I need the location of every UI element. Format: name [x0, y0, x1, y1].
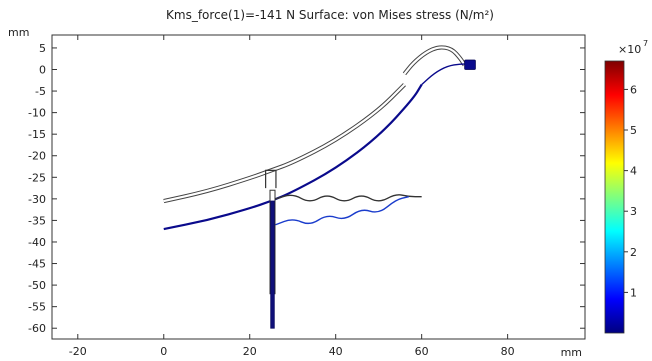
- x-tick-label: -20: [69, 345, 87, 358]
- coil-former: [265, 169, 277, 189]
- voice-coil-deformed: [270, 200, 275, 329]
- colorbar-multiplier: ×10: [618, 43, 641, 56]
- axis-ticks: -20 0 20 40 60 80 5 0 -5 -10 -15 -20 -25 -30 -35 -40 -45…: [28, 35, 585, 358]
- y-tick-label: 5: [39, 42, 46, 55]
- y-tick-label: -10: [28, 107, 46, 120]
- y-unit-label: mm: [8, 26, 29, 39]
- deformed-spider: [275, 196, 409, 226]
- colorbar-ramp: [604, 60, 625, 334]
- y-tick-label: -5: [35, 85, 46, 98]
- plot-frame: [51, 34, 586, 340]
- x-tick-label: 20: [243, 345, 257, 358]
- plot-area: [51, 34, 586, 340]
- colorbar-tick-label: 1: [630, 286, 637, 299]
- undeformed-spider: [275, 194, 422, 202]
- colorbar-tick-label: 3: [630, 205, 637, 218]
- y-tick-label: -35: [28, 214, 46, 227]
- y-tick-label: -40: [28, 236, 46, 249]
- colorbar: ×10 7 1 2 3 4 5 6: [604, 39, 648, 334]
- x-tick-label: 80: [501, 345, 515, 358]
- y-tick-label: 0: [39, 63, 46, 76]
- colorbar-tick-label: 2: [630, 246, 637, 259]
- y-tick-label: -20: [28, 150, 46, 163]
- undeformed-surround-inner: [403, 46, 466, 75]
- colorbar-tick-label: 5: [630, 124, 637, 137]
- y-tick-label: -50: [28, 279, 46, 292]
- y-tick-label: -30: [28, 193, 46, 206]
- y-tick-label: -25: [28, 171, 46, 184]
- x-tick-label: 0: [160, 345, 167, 358]
- mount-block: [464, 59, 476, 70]
- colorbar-exponent: 7: [643, 39, 648, 48]
- y-tick-label: -45: [28, 258, 46, 271]
- x-tick-label: 40: [329, 345, 343, 358]
- speaker-geometry: [163, 45, 476, 329]
- y-tick-label: -60: [28, 322, 46, 335]
- deformed-surround: [421, 63, 474, 86]
- chart-title: Kms_force(1)=-141 N Surface: von Mises s…: [166, 8, 494, 22]
- x-tick-label: 60: [415, 345, 429, 358]
- y-tick-label: -55: [28, 301, 46, 314]
- colorbar-tick-label: 6: [630, 83, 637, 96]
- x-unit-label: mm: [561, 346, 582, 359]
- y-tick-label: -15: [28, 128, 46, 141]
- colorbar-tick-label: 4: [630, 165, 637, 178]
